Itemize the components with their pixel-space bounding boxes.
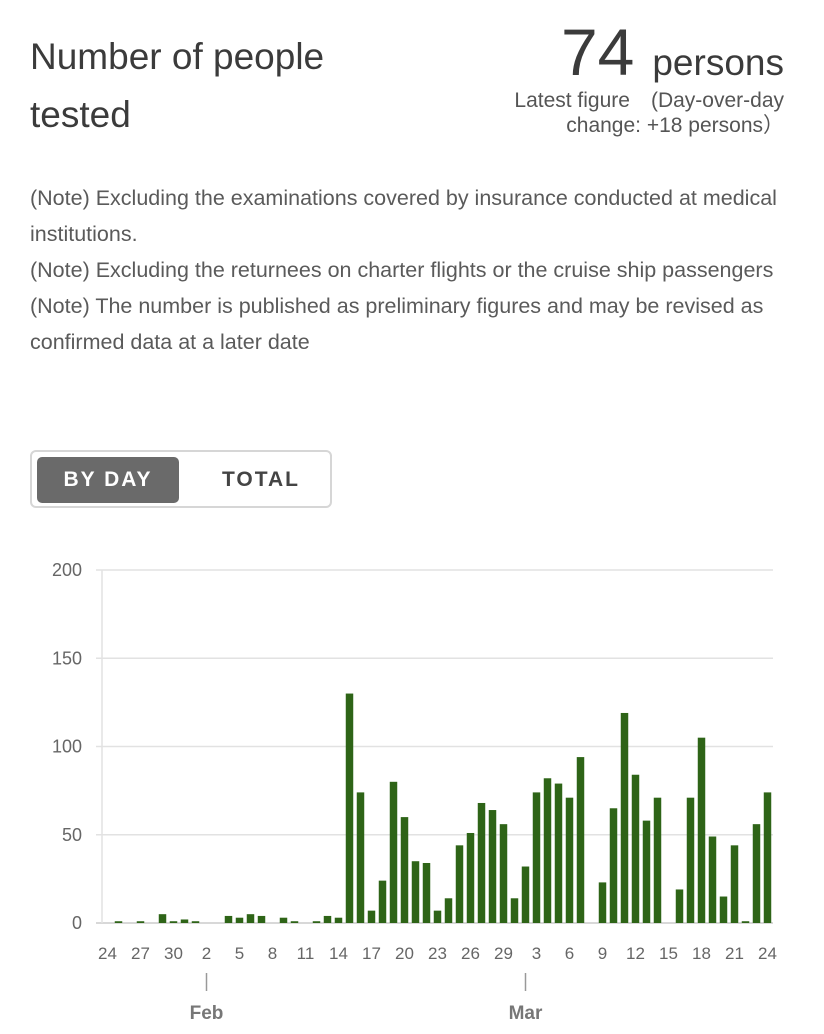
- x-tick-label: 6: [565, 944, 574, 963]
- bar: [334, 917, 343, 923]
- latest-figure: 74 persons: [561, 14, 784, 90]
- x-tick-label: 14: [329, 944, 348, 963]
- x-tick-label: 12: [626, 944, 645, 963]
- x-tick-label: 9: [598, 944, 607, 963]
- bar: [499, 824, 508, 923]
- bar: [279, 917, 288, 923]
- bar: [488, 810, 497, 923]
- bar: [235, 917, 244, 923]
- bar: [565, 797, 574, 923]
- bar: [752, 824, 761, 923]
- bar: [675, 889, 684, 923]
- bar: [521, 866, 530, 923]
- x-tick-label: 2: [202, 944, 211, 963]
- y-tick-label: 50: [62, 825, 82, 845]
- bar: [455, 845, 464, 923]
- bar: [345, 693, 354, 923]
- bar: [114, 921, 123, 923]
- x-tick-label: 17: [362, 944, 381, 963]
- x-axis-ticks: 24 27 30 2 5 8 11 14 17 20 23 26 29 3 6 9 12 15 18 21 24: [98, 944, 777, 963]
- bar: [510, 898, 519, 923]
- month-label: Feb: [190, 1003, 224, 1024]
- bar: [741, 921, 750, 923]
- bar: [730, 845, 739, 923]
- x-tick-label: 27: [131, 944, 150, 963]
- month-labels: Feb Mar: [190, 973, 543, 1024]
- y-tick-label: 100: [52, 737, 82, 757]
- note-preliminary: (Note) The number is published as prelim…: [30, 294, 764, 354]
- x-tick-label: 23: [428, 944, 447, 963]
- view-toggle: BY DAY TOTAL: [30, 450, 332, 508]
- bar: [554, 783, 563, 923]
- bar: [246, 914, 255, 923]
- note-insurance: (Note) Excluding the examinations covere…: [30, 186, 777, 246]
- x-tick-label: 29: [494, 944, 513, 963]
- chart-grid: [96, 569, 773, 924]
- bar: [323, 915, 332, 923]
- bar: [378, 880, 387, 923]
- bar: [543, 778, 552, 923]
- bar: [708, 836, 717, 923]
- y-tick-label: 200: [52, 560, 82, 580]
- y-axis-ticks: 0 50 100 150 200: [52, 560, 82, 933]
- page-title: Number of people tested: [30, 36, 325, 135]
- bar: [477, 802, 486, 923]
- bar: [367, 910, 376, 923]
- bar: [433, 910, 442, 923]
- bar: [400, 817, 409, 923]
- bar: [598, 882, 607, 923]
- x-tick-label: 3: [532, 944, 541, 963]
- x-tick-label: 30: [164, 944, 183, 963]
- bar: [642, 820, 651, 923]
- month-label: Mar: [509, 1003, 543, 1024]
- note-returnees: (Note) Excluding the returnees on charte…: [30, 258, 774, 282]
- bar: [257, 915, 266, 923]
- y-tick-label: 0: [72, 913, 82, 933]
- bar: [609, 808, 618, 923]
- bar: [169, 921, 178, 923]
- bar: [620, 712, 629, 923]
- bar: [444, 898, 453, 923]
- bar: [158, 914, 167, 923]
- bar: [576, 757, 585, 923]
- bar: [411, 861, 420, 923]
- bar: [191, 921, 200, 923]
- x-tick-label: 5: [235, 944, 244, 963]
- bar: [763, 792, 772, 923]
- bar: [356, 792, 365, 923]
- x-tick-label: 26: [461, 944, 480, 963]
- latest-value: 74: [560, 15, 635, 89]
- bar: [719, 896, 728, 923]
- total-button[interactable]: TOTAL: [221, 468, 301, 491]
- latest-unit: persons: [652, 42, 784, 83]
- bar: [224, 915, 233, 923]
- x-tick-label: 20: [395, 944, 414, 963]
- bar: [532, 792, 541, 923]
- chart-bars: [114, 693, 772, 923]
- by-day-button[interactable]: BY DAY: [37, 457, 179, 503]
- y-tick-label: 150: [52, 648, 82, 668]
- bar: [136, 921, 145, 923]
- x-tick-label: 24: [758, 944, 777, 963]
- x-tick-label: 24: [98, 944, 117, 963]
- bar: [686, 797, 695, 923]
- bar: [466, 832, 475, 923]
- bar: [389, 781, 398, 923]
- x-tick-label: 11: [297, 944, 315, 963]
- bar: [312, 921, 321, 923]
- bar: [180, 919, 189, 923]
- x-tick-label: 15: [659, 944, 678, 963]
- bar: [290, 921, 299, 923]
- bar: [422, 862, 431, 923]
- x-tick-label: 8: [268, 944, 277, 963]
- bar: [653, 797, 662, 923]
- x-tick-label: 21: [725, 944, 744, 963]
- latest-figure-label: Latest figure (Day-over-day change: +18 …: [514, 89, 784, 137]
- notes: (Note) Excluding the examinations covere…: [30, 180, 800, 360]
- bar: [631, 774, 640, 923]
- bar: [697, 737, 706, 923]
- x-tick-label: 18: [692, 944, 711, 963]
